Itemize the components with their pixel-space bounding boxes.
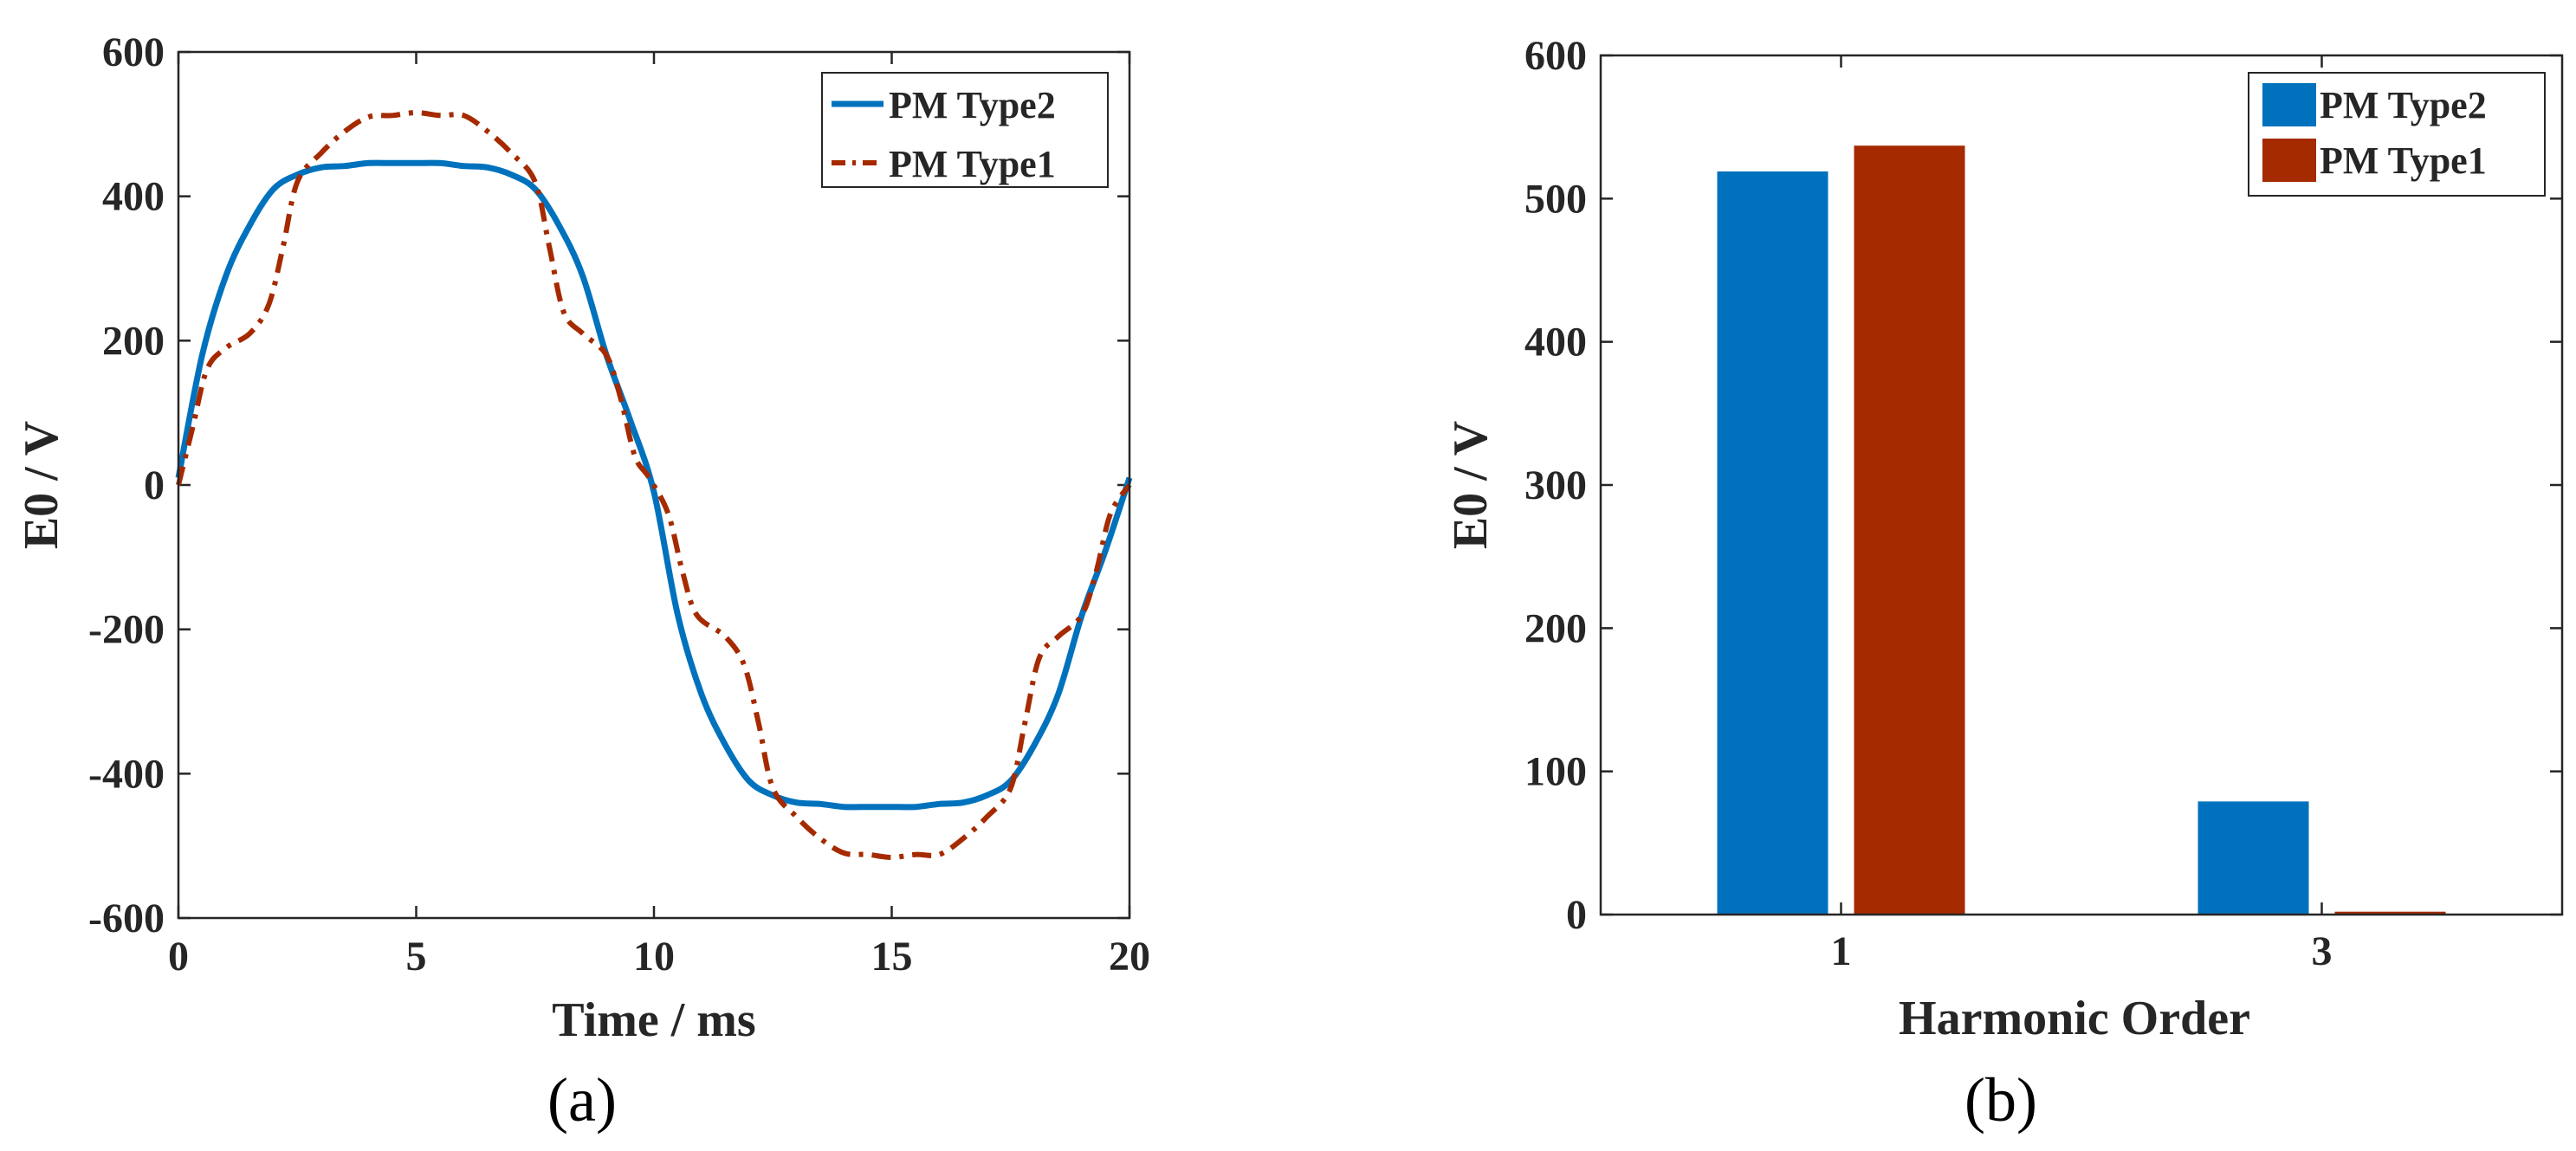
panel-a-y-tick-label: -400: [88, 751, 165, 797]
panel-b-bar-pm-type2-order-3: [2197, 801, 2309, 915]
panel-a-series: [175, 110, 1133, 860]
panel-b-legend-swatch-pm-type1: [2262, 139, 2316, 182]
panel-a-y-tick-label: -600: [88, 896, 165, 941]
panel-a-x-tick-label: 5: [406, 934, 427, 980]
panel-a-legend-label-pm-type2: PM Type2: [889, 84, 1056, 126]
panel-b-y-tick-label: 400: [1524, 320, 1587, 365]
panel-a-legend-label-pm-type1: PM Type1: [889, 143, 1056, 185]
panel-b-bar-pm-type1-order-1: [1854, 145, 1965, 915]
panel-a-legend: PM Type2 PM Type1: [821, 72, 1109, 188]
panel-a-axes-frame: [177, 50, 1131, 920]
panel-b-legend-label-pm-type1: PM Type1: [2320, 139, 2487, 182]
panel-a-y-tick-label: 400: [102, 174, 165, 220]
panel-b-label: (b): [1964, 1065, 2037, 1135]
panel-a-y-tick-label: 200: [102, 318, 165, 364]
panel-b-axes-frame: [1599, 54, 2564, 916]
panel-a-legend-box: [821, 72, 1109, 188]
panel-a-x-tick-labels: 0 5 10 15 20: [168, 934, 1150, 980]
panel-a-label: (a): [547, 1065, 617, 1135]
panel-a-line-chart: 0 5 10 15 20 -600 -400 -200 0 200 400 600 Time / m…: [15, 29, 1150, 1135]
panel-b-x-tick-label: 1: [1831, 928, 1852, 974]
panel-a-y-tick-label: 0: [144, 462, 165, 508]
panel-a-x-tick-label: 10: [633, 934, 675, 980]
panel-b-bar-pm-type2-order-1: [1717, 171, 1828, 915]
panel-b-bars: [1717, 145, 2446, 915]
panel-a-y-tick-label: -200: [88, 607, 165, 653]
panel-a-y-axis-label: E0 / V: [15, 421, 68, 549]
panel-b-x-axis-label: Harmonic Order: [1899, 992, 2250, 1045]
panel-b-y-tick-label: 0: [1566, 892, 1587, 938]
panel-b-bar-pm-type1-order-3: [2334, 911, 2446, 915]
panel-a-y-tick-labels: -600 -400 -200 0 200 400 600: [88, 29, 165, 941]
panel-a-x-tick-label: 0: [168, 934, 189, 980]
panel-b-y-tick-label: 100: [1524, 749, 1587, 795]
panel-b-legend-swatch-pm-type2: [2262, 83, 2316, 126]
panel-b-y-tick-label: 600: [1524, 33, 1587, 79]
panel-a-x-axis-label: Time / ms: [552, 993, 755, 1047]
panel-b-legend-label-pm-type2: PM Type2: [2320, 84, 2487, 126]
panel-a-x-tick-label: 15: [871, 934, 913, 980]
panel-b-y-tick-label: 500: [1524, 176, 1587, 222]
panel-a-series-line-pm-type2: [175, 159, 1133, 811]
panel-b-legend: PM Type2 PM Type1: [2248, 72, 2546, 197]
panel-b-y-axis-label: E0 / V: [1444, 421, 1498, 549]
panel-b-y-tick-labels: 0 100 200 300 400 500 600: [1524, 33, 1587, 938]
panel-a-series-line-pm-type1: [176, 110, 1132, 860]
panel-a-x-tick-label: 20: [1109, 934, 1150, 980]
panel-a-y-tick-label: 600: [102, 29, 165, 75]
panel-b-y-tick-label: 200: [1524, 605, 1587, 651]
panel-b-y-tick-label: 300: [1524, 462, 1587, 508]
panel-b-x-tick-label: 3: [2312, 928, 2333, 974]
